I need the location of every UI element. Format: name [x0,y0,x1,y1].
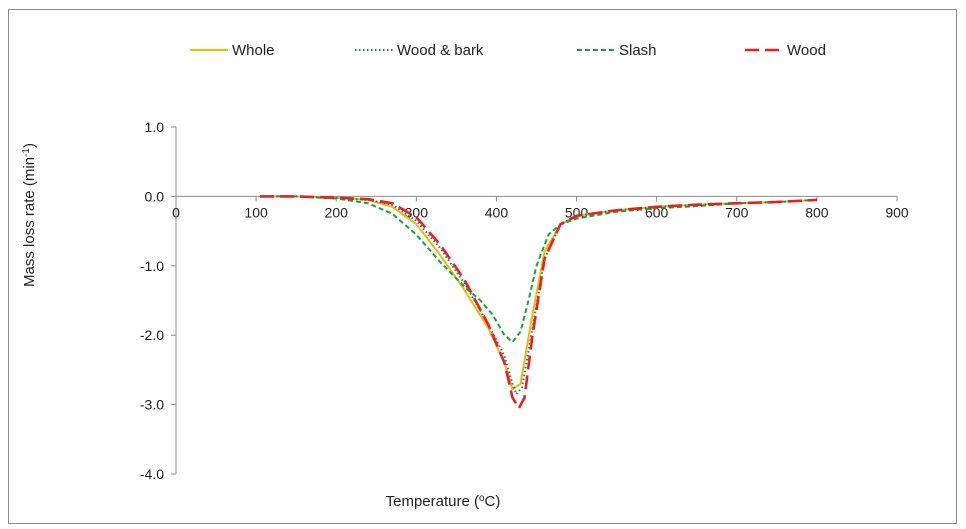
x-tick-label: 800 [805,204,829,220]
y-tick-label: -1.0 [140,258,164,274]
legend-label: Whole [232,42,275,59]
x-tick-label: 200 [325,204,349,220]
legend: Whole Wood & bark Slash Wood [190,42,826,59]
series-line-wood-bark [260,195,817,396]
chart-frame [8,9,957,524]
x-axis-title-end: C) [485,493,501,510]
series-line-slash [260,195,817,344]
x-tick-label: 400 [485,204,509,220]
series-layer [260,195,817,410]
x-axis-title-sup: o [479,493,485,504]
x-tick-label: 300 [405,204,429,220]
series-line-wood [260,195,817,410]
legend-label: Wood & bark [397,42,484,59]
axes: 1.00.0-1.0-2.0-3.0-4.00 100 200 300 400 500 60… [140,119,909,482]
x-tick-label: 0 [172,204,180,220]
y-axis-title: Mass loss rate (min-1) [21,143,39,287]
y-axis-title-sup: -1 [21,148,32,157]
legend-label: Slash [619,42,657,59]
y-tick-label: 0.0 [145,188,165,204]
legend-label: Wood [787,42,826,59]
x-tick-label: 700 [725,204,749,220]
x-tick-label: 900 [885,204,909,220]
x-axis-title: Temperature (oC) [386,493,501,511]
y-axis-title-end: ) [21,143,38,148]
x-tick-label: 500 [565,204,589,220]
y-axis-title-main: Mass loss rate (min [21,157,38,287]
y-tick-label: -2.0 [140,327,164,343]
y-tick-label: 1.0 [145,119,165,135]
y-tick-label: -3.0 [140,397,164,413]
x-tick-label: 100 [244,204,268,220]
x-axis-title-main: Temperature ( [386,493,479,510]
y-tick-label: -4.0 [140,466,164,482]
